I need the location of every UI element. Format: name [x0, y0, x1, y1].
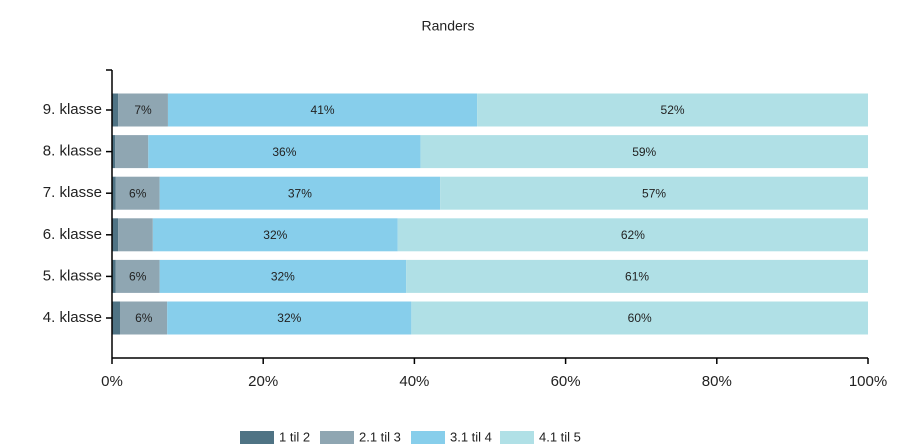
- data-label: 32%: [263, 228, 287, 242]
- bar-segment: [112, 176, 116, 210]
- bar-segment: [411, 301, 868, 335]
- y-tick-label: 4. klasse: [43, 309, 102, 326]
- x-tick-label: 60%: [551, 373, 581, 390]
- x-tick-label: 20%: [248, 373, 278, 390]
- chart-title: Randers: [422, 18, 475, 34]
- bar-segment: [440, 176, 868, 210]
- y-tick-label: 5. klasse: [43, 267, 102, 284]
- bar-segment: [118, 93, 168, 127]
- bar-segment: [420, 135, 868, 169]
- legend-swatch: [500, 431, 534, 444]
- x-tick-label: 100%: [849, 373, 887, 390]
- bar-segment: [159, 176, 441, 210]
- data-label: 6%: [129, 186, 147, 200]
- bar-segment: [118, 218, 153, 252]
- bar-segment: [167, 301, 412, 335]
- data-label: 37%: [288, 186, 312, 200]
- data-label: 61%: [625, 270, 649, 284]
- data-label: 41%: [311, 103, 335, 117]
- data-label: 59%: [632, 145, 656, 159]
- data-label: 6%: [129, 270, 147, 284]
- data-label: 32%: [277, 311, 301, 325]
- legend-swatch: [411, 431, 445, 444]
- x-tick-label: 0%: [101, 373, 123, 390]
- data-label: 36%: [272, 145, 296, 159]
- data-label: 57%: [642, 186, 666, 200]
- bar-segment: [115, 259, 160, 293]
- bar-segment: [112, 301, 121, 335]
- bar-segment: [112, 135, 116, 169]
- data-label: 32%: [271, 270, 295, 284]
- legend-label: 2.1 til 3: [359, 429, 401, 444]
- legend-swatch: [240, 431, 274, 444]
- data-label: 60%: [628, 311, 652, 325]
- data-label: 52%: [661, 103, 685, 117]
- bar-segment: [167, 93, 478, 127]
- legend-label: 1 til 2: [279, 429, 310, 444]
- bar-segment: [112, 93, 119, 127]
- data-label: 6%: [135, 311, 153, 325]
- data-label: 7%: [134, 103, 152, 117]
- x-tick-label: 40%: [399, 373, 429, 390]
- y-tick-label: 7. klasse: [43, 184, 102, 201]
- legend-swatch: [320, 431, 354, 444]
- bar-segment: [115, 135, 149, 169]
- bar-segment: [477, 93, 868, 127]
- bar-segment: [112, 218, 119, 252]
- bar-segment: [120, 301, 168, 335]
- y-tick-label: 8. klasse: [43, 143, 102, 160]
- bar-segment: [148, 135, 421, 169]
- legend-label: 3.1 til 4: [450, 429, 492, 444]
- bar-segment: [406, 259, 868, 293]
- bar-segment: [112, 259, 116, 293]
- bar-segment: [152, 218, 398, 252]
- legend-label: 4.1 til 5: [539, 429, 581, 444]
- bar-segment: [115, 176, 160, 210]
- y-tick-label: 9. klasse: [43, 101, 102, 118]
- x-tick-label: 80%: [702, 373, 732, 390]
- bar-segment: [159, 259, 407, 293]
- y-tick-label: 6. klasse: [43, 226, 102, 243]
- bar-segment: [397, 218, 868, 252]
- data-label: 62%: [621, 228, 645, 242]
